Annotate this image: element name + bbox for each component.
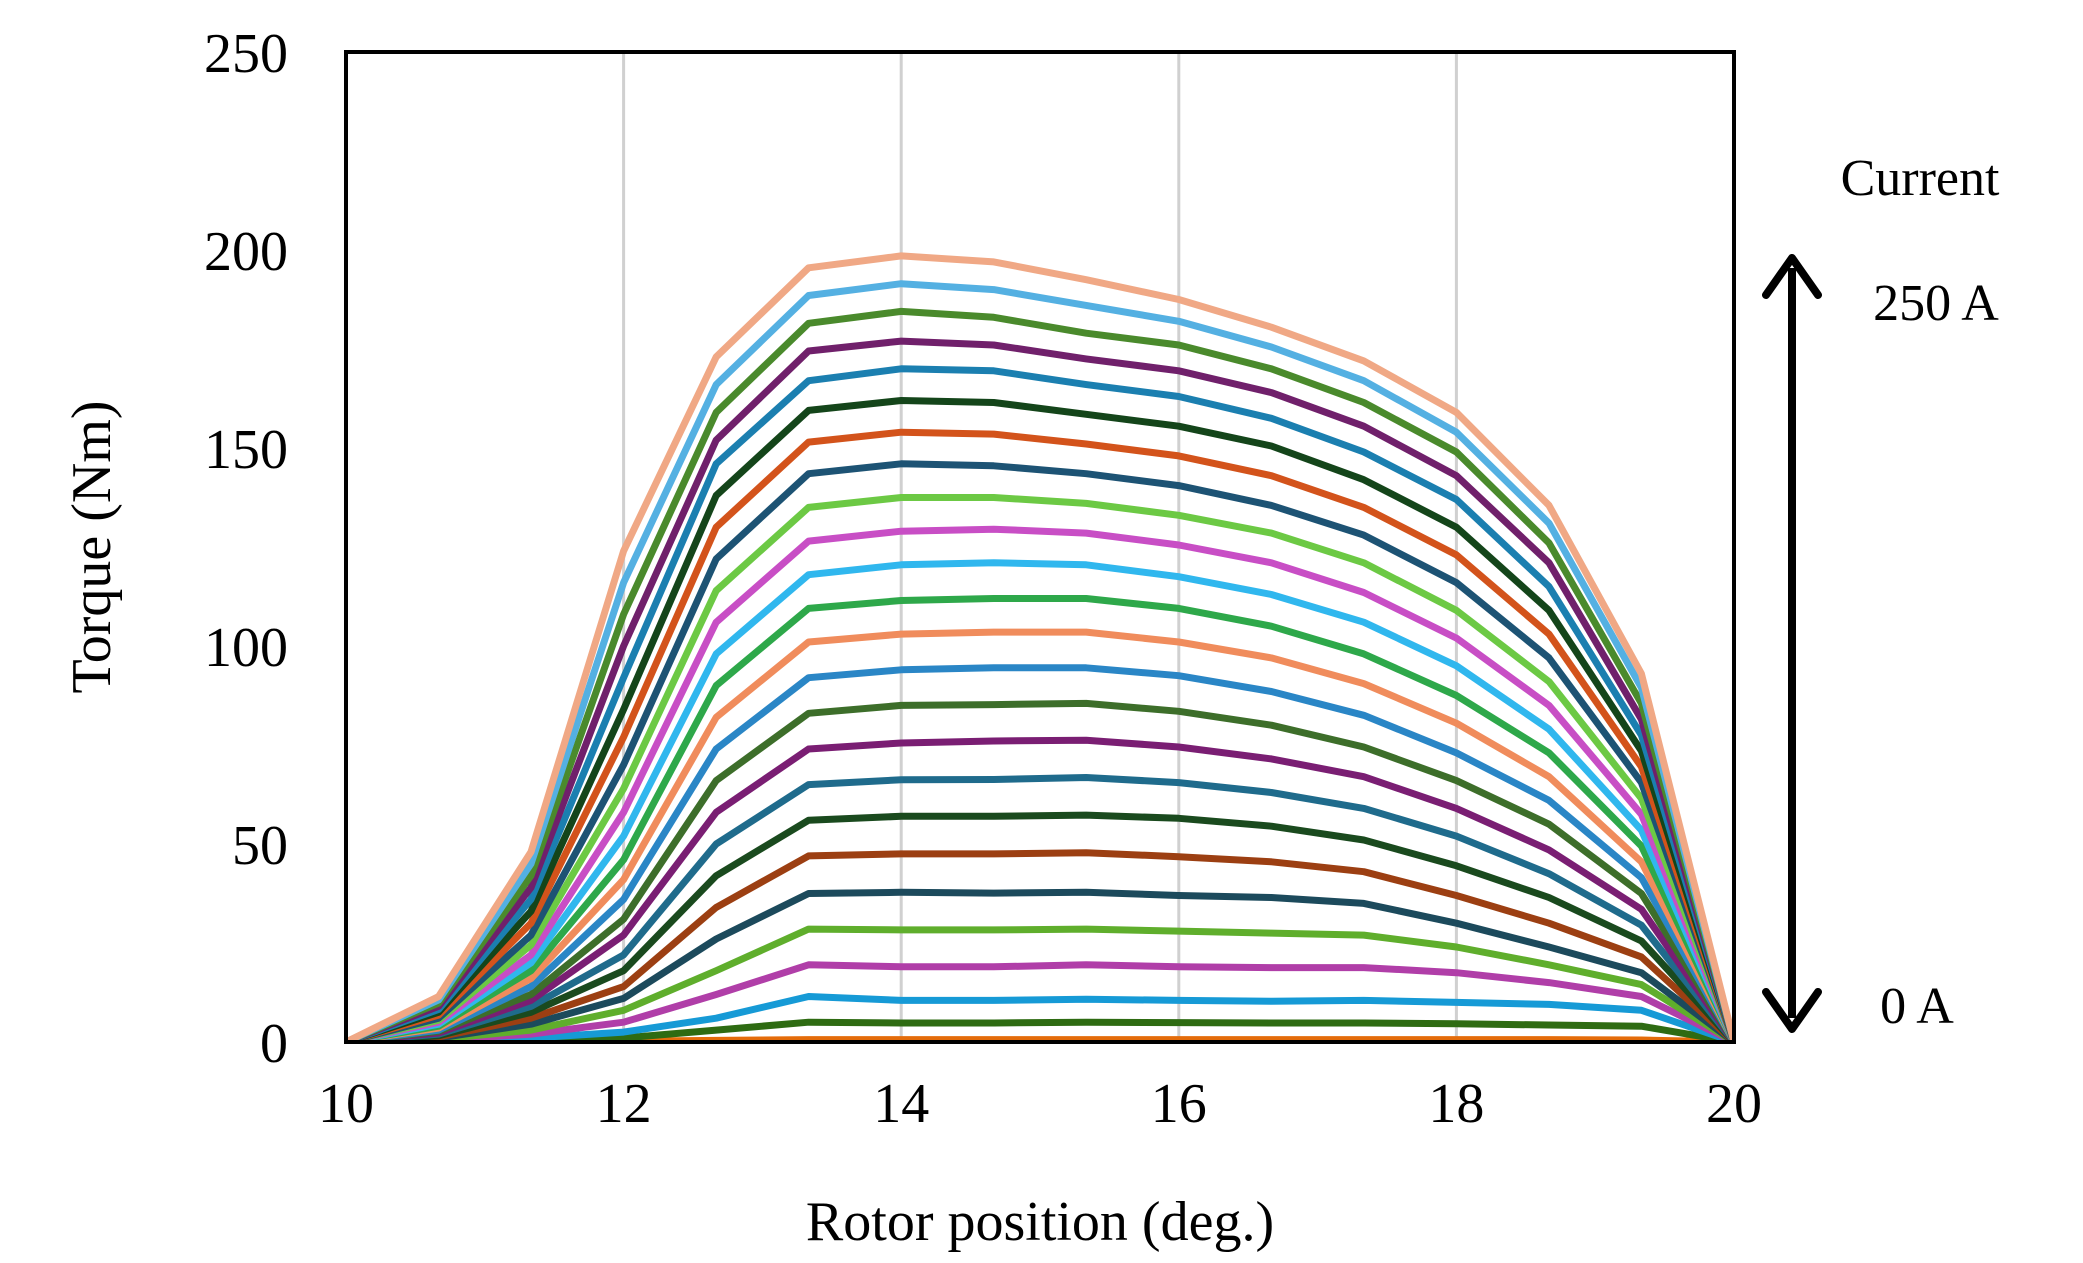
y-tick-label: 0	[260, 1013, 288, 1075]
series-line-13	[346, 628, 1734, 1042]
series-line-9	[346, 774, 1734, 1042]
y-tick-label: 100	[204, 617, 288, 679]
y-tick-label: 200	[204, 221, 288, 283]
series-line-8	[346, 811, 1734, 1042]
current-legend: Current 250 A 0 A	[1762, 150, 2000, 1035]
current-legend-title: Current	[1841, 150, 2000, 207]
series-line-4	[346, 961, 1734, 1042]
series-line-10	[346, 736, 1734, 1042]
series-line-21	[346, 365, 1734, 1042]
series-line-15	[346, 559, 1734, 1042]
plot-frame	[344, 50, 1736, 1044]
x-tick-label: 14	[873, 1073, 929, 1135]
arrow-up-icon	[1762, 254, 1822, 299]
x-axis-label: Rotor position (deg.)	[806, 1191, 1274, 1253]
series-line-19	[346, 428, 1734, 1042]
series-line-18	[346, 460, 1734, 1042]
series-line-24	[346, 280, 1734, 1042]
current-bottom-label: 0 A	[1880, 978, 1954, 1035]
series-lines	[346, 252, 1734, 1042]
series-line-7	[346, 849, 1734, 1042]
y-tick-labels: 0 50 100 150 200 250	[204, 23, 288, 1075]
y-axis-label: Torque (Nm)	[61, 400, 123, 693]
series-line-12	[346, 664, 1734, 1042]
series-line-5	[346, 925, 1734, 1042]
series-line-6	[346, 888, 1734, 1042]
arrow-down-icon	[1762, 988, 1822, 1033]
series-line-11	[346, 699, 1734, 1042]
series-line-3	[346, 993, 1734, 1042]
series-line-22	[346, 337, 1734, 1042]
x-tick-label: 18	[1428, 1073, 1484, 1135]
x-tick-label: 12	[596, 1073, 652, 1135]
series-line-23	[346, 307, 1734, 1042]
x-tick-label: 20	[1706, 1073, 1762, 1135]
series-line-14	[346, 595, 1734, 1042]
current-top-label: 250 A	[1873, 275, 1999, 332]
y-tick-label: 50	[232, 815, 288, 877]
y-tick-label: 150	[204, 419, 288, 481]
y-tick-label: 250	[204, 23, 288, 85]
series-line-2	[346, 1018, 1734, 1042]
series-line-20	[346, 397, 1734, 1042]
x-tick-label: 10	[318, 1073, 374, 1135]
x-tick-label: 16	[1151, 1073, 1207, 1135]
x-tick-labels: 10 12 14 16 18 20	[318, 1073, 1762, 1135]
series-line-16	[346, 525, 1734, 1042]
series-line-17	[346, 494, 1734, 1042]
series-line-25	[346, 252, 1734, 1042]
